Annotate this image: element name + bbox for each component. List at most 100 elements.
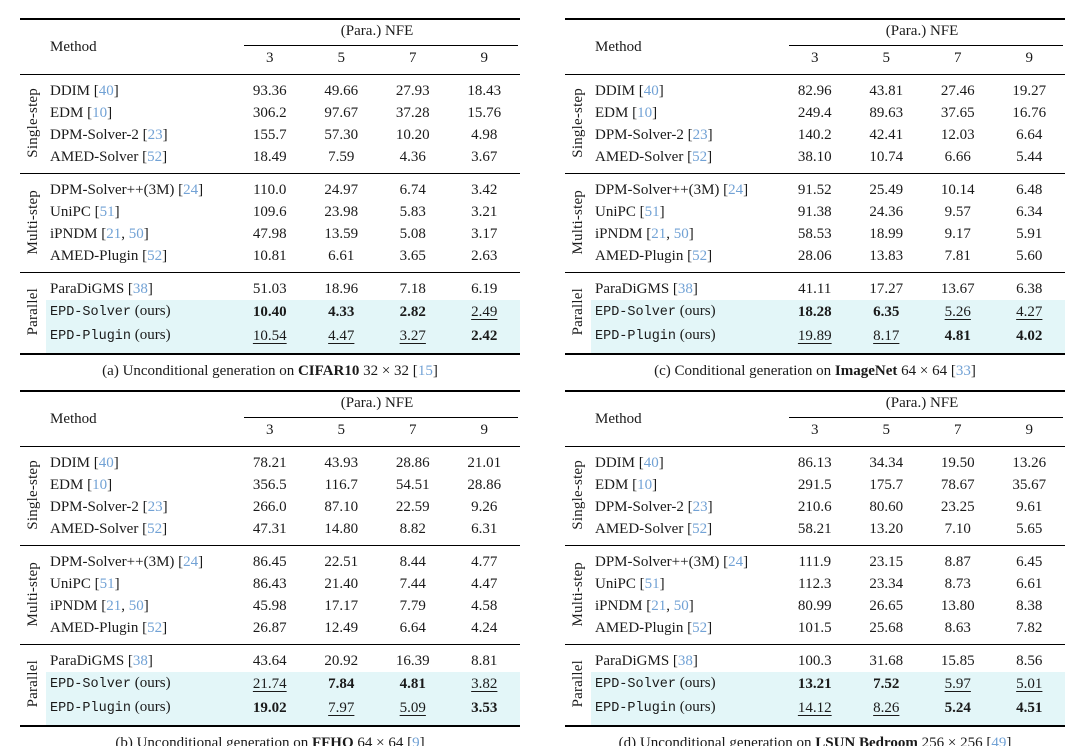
value-cell: 28.06 bbox=[797, 248, 832, 264]
value-cell: 4.51 bbox=[993, 696, 1066, 726]
citation-link[interactable]: 52 bbox=[147, 248, 163, 264]
citation-link[interactable]: 52 bbox=[692, 620, 708, 636]
method-name: EPD-Plugin bbox=[595, 701, 677, 716]
citation-link[interactable]: 40 bbox=[643, 455, 659, 471]
citation-link[interactable]: 38 bbox=[132, 281, 148, 297]
citation-link[interactable]: 21 bbox=[106, 598, 122, 614]
row-group-label-text: Parallel bbox=[569, 288, 586, 336]
citation-link[interactable]: 24 bbox=[728, 554, 744, 570]
table-row: AMED-Solver [52] 58.21 13.20 7.10 5.65 bbox=[565, 518, 1065, 546]
citation-link[interactable]: 40 bbox=[643, 83, 659, 99]
value-cell: 91.52 bbox=[797, 182, 832, 198]
value-cell: 2.49 bbox=[448, 300, 521, 324]
ours-label: (ours) bbox=[676, 327, 716, 343]
table-row: Parallel ParaDiGMS [38] 51.03 18.96 7.18 6.19 bbox=[20, 273, 520, 336]
value-cell: 8.56 bbox=[1016, 653, 1043, 669]
value-cell: 3.82 bbox=[448, 672, 521, 696]
value-cell: 58.53 bbox=[797, 226, 832, 242]
value-cell: 116.7 bbox=[324, 477, 358, 493]
citation-link[interactable]: 24 bbox=[728, 182, 744, 198]
method-cell: DPM-Solver-2 [23] bbox=[50, 127, 168, 143]
row-group-label-text: Single-step bbox=[24, 88, 41, 158]
citation-link[interactable]: 24 bbox=[183, 182, 199, 198]
nfe-column-header: 9 bbox=[1025, 50, 1034, 66]
citation-link[interactable]: 38 bbox=[677, 281, 693, 297]
citation-link[interactable]: 10 bbox=[92, 105, 108, 121]
citation-link[interactable]: 23 bbox=[692, 499, 708, 515]
citation-link[interactable]: 51 bbox=[644, 204, 660, 220]
value-cell: 43.93 bbox=[324, 455, 359, 471]
citation-link[interactable]: 38 bbox=[132, 653, 148, 669]
value-cell: 23.34 bbox=[869, 576, 904, 592]
citation-link[interactable]: 40 bbox=[98, 83, 114, 99]
citation-link[interactable]: 52 bbox=[692, 149, 708, 165]
row-group-label: Single-step bbox=[565, 447, 591, 546]
nfe-column-header: 7 bbox=[409, 50, 417, 66]
ours-label: (ours) bbox=[131, 675, 171, 691]
method-cell: EPD-Solver (ours) bbox=[46, 672, 235, 696]
value-cell: 9.57 bbox=[944, 204, 971, 220]
value-cell: 18.49 bbox=[252, 149, 287, 165]
method-cell: EDM [10] bbox=[50, 105, 113, 121]
citation-link[interactable]: 21 bbox=[651, 598, 667, 614]
citation-link[interactable]: 23 bbox=[692, 127, 708, 143]
table-row: EDM [10] 306.2 97.67 37.28 15.76 bbox=[20, 102, 520, 124]
citation-link[interactable]: 10 bbox=[92, 477, 108, 493]
citation-link[interactable]: 50 bbox=[128, 226, 144, 242]
citation-link[interactable]: 52 bbox=[692, 521, 708, 537]
method-cell: UniPC [51] bbox=[50, 204, 120, 220]
citation-link[interactable]: 51 bbox=[99, 204, 115, 220]
citation-link[interactable]: 10 bbox=[637, 105, 653, 121]
nfe-group-header: (Para.) NFE bbox=[234, 19, 520, 46]
nfe-column-header: 3 bbox=[266, 50, 274, 66]
citation-link[interactable]: 52 bbox=[147, 521, 163, 537]
citation-link[interactable]: 38 bbox=[677, 653, 693, 669]
value-cell: 37.65 bbox=[940, 105, 975, 121]
row-group-label-text: Multi-step bbox=[24, 561, 41, 627]
method-cell: iPNDM [21, 50] bbox=[50, 598, 149, 614]
table-caption: (a) Unconditional generation on CIFAR10 … bbox=[102, 363, 438, 379]
nfe-column-header: 7 bbox=[954, 50, 962, 66]
citation-link[interactable]: 23 bbox=[147, 499, 163, 515]
value-cell: 13.20 bbox=[869, 521, 904, 537]
table-row: AMED-Plugin [52] 10.81 6.61 3.65 2.63 bbox=[20, 245, 520, 273]
citation-link[interactable]: 52 bbox=[147, 149, 163, 165]
citation-link[interactable]: 21 bbox=[651, 226, 667, 242]
value-cell: 19.27 bbox=[1012, 83, 1047, 99]
method-cell: ParaDiGMS [38] bbox=[50, 281, 153, 297]
citation-link[interactable]: 21 bbox=[106, 226, 122, 242]
citation-link[interactable]: 23 bbox=[147, 127, 163, 143]
citation-link[interactable]: 51 bbox=[644, 576, 660, 592]
value-cell: 6.48 bbox=[1016, 182, 1043, 198]
value-cell: 5.97 bbox=[922, 672, 994, 696]
citation-link[interactable]: 50 bbox=[128, 598, 144, 614]
results-table-b: Method (Para.) NFE 3 5 7 9 Single-step DDIM [40… bbox=[20, 390, 521, 727]
method-name: DPM-Solver-2 bbox=[50, 499, 139, 515]
method-name: EDM bbox=[595, 477, 629, 493]
value-cell: 78.21 bbox=[252, 455, 287, 471]
citation-link[interactable]: 50 bbox=[673, 226, 689, 242]
method-column-header: Method bbox=[595, 38, 642, 55]
citation-link[interactable]: 52 bbox=[692, 248, 708, 264]
method-name: UniPC bbox=[595, 204, 636, 220]
value-cell: 4.24 bbox=[471, 620, 498, 636]
caption-citation-link[interactable]: 9 bbox=[412, 735, 420, 746]
value-cell: 57.30 bbox=[324, 127, 359, 143]
value-cell: 16.76 bbox=[1012, 105, 1047, 121]
citation-link[interactable]: 51 bbox=[99, 576, 115, 592]
value-cell: 5.91 bbox=[1016, 226, 1043, 242]
method-cell: AMED-Plugin [52] bbox=[595, 248, 713, 264]
citation-link[interactable]: 50 bbox=[673, 598, 689, 614]
citation-link[interactable]: 40 bbox=[98, 455, 114, 471]
row-group-label: Single-step bbox=[20, 447, 46, 546]
caption-citation-link[interactable]: 33 bbox=[955, 363, 971, 379]
row-group-label: Parallel bbox=[20, 645, 46, 727]
value-cell: 38.10 bbox=[797, 149, 832, 165]
citation-link[interactable]: 52 bbox=[147, 620, 163, 636]
value-cell: 4.33 bbox=[305, 300, 378, 324]
section-multi-step: Multi-step DPM-Solver++(3M) [24] 110.0 24.9… bbox=[20, 173, 521, 273]
caption-citation-link[interactable]: 15 bbox=[417, 363, 433, 379]
citation-link[interactable]: 24 bbox=[183, 554, 199, 570]
caption-citation-link[interactable]: 49 bbox=[991, 735, 1007, 746]
citation-link[interactable]: 10 bbox=[637, 477, 653, 493]
